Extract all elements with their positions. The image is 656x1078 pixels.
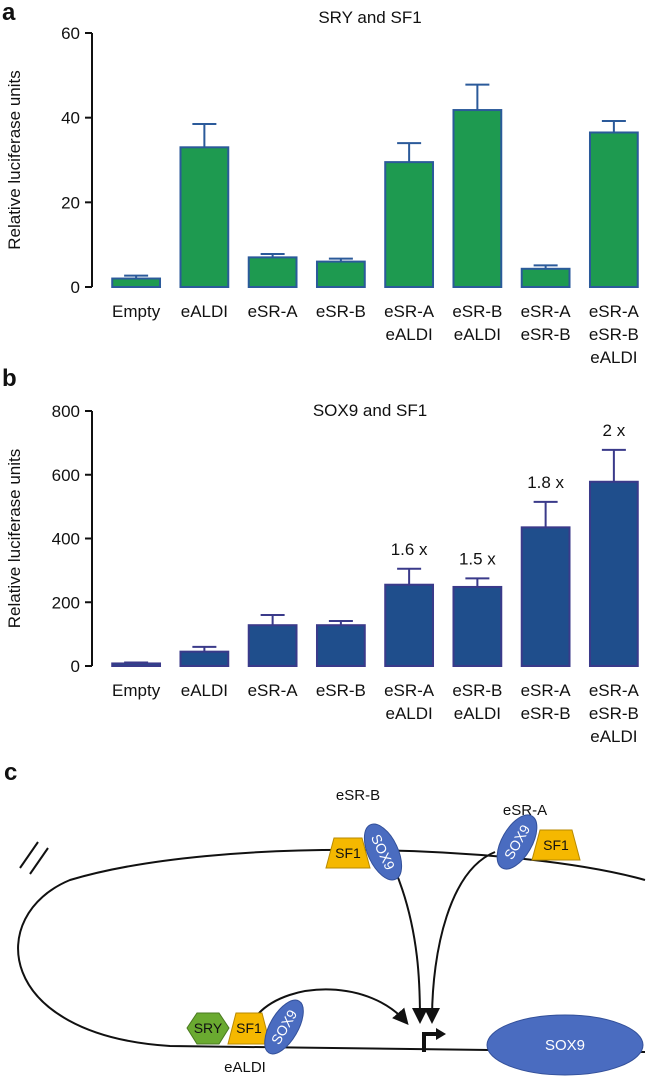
x-tick-label: Empty xyxy=(112,681,161,700)
sry xyxy=(186,1012,230,1045)
bar xyxy=(247,256,298,289)
region-label: eSR-B xyxy=(336,787,380,804)
x-tick-label: eSR-A eSR-B xyxy=(521,302,572,344)
bar xyxy=(588,131,639,288)
arrow xyxy=(394,869,428,1024)
x-tick-label: eSR-B xyxy=(316,681,366,700)
panel-label: b xyxy=(2,365,17,392)
bar xyxy=(452,585,503,668)
gene xyxy=(486,1014,644,1076)
y-tick-label: 0 xyxy=(71,278,80,297)
x-tick-label: eSR-A eALDI xyxy=(384,681,435,723)
sf1 xyxy=(325,837,371,869)
sf1-label: SF1 xyxy=(543,837,569,853)
sox9 xyxy=(363,823,403,881)
y-axis-label: Relative luciferase units xyxy=(5,449,24,629)
x-tick-label: eSR-B xyxy=(316,302,366,321)
y-tick-label: 0 xyxy=(71,657,80,676)
x-tick-label: eALDI xyxy=(181,681,228,700)
x-tick-label: eALDI xyxy=(181,302,228,321)
y-tick-label: 600 xyxy=(52,466,80,485)
x-tick-label: eSR-B eALDI xyxy=(452,302,502,344)
bar xyxy=(520,526,571,667)
bar xyxy=(384,583,435,667)
chart-title: SOX9 and SF1 xyxy=(313,401,427,420)
annotation: 1.5 x xyxy=(459,549,496,568)
x-tick-label: eSR-A xyxy=(248,302,299,321)
diagram: c SOX9 eSR-B SF1 SOX9 eSR-A SF1 SOX9 SRY… xyxy=(4,759,646,1076)
y-axis-label: Relative luciferase units xyxy=(5,70,24,250)
sry-label: SRY xyxy=(194,1020,223,1036)
promoter-head xyxy=(436,1028,446,1040)
annotation: 1.6 x xyxy=(391,540,428,559)
bar xyxy=(315,624,366,668)
bar xyxy=(520,267,571,288)
x-tick-label: Empty xyxy=(112,302,161,321)
sf1-label: SF1 xyxy=(236,1020,262,1036)
sox9 xyxy=(264,999,304,1055)
y-tick-label: 200 xyxy=(52,593,80,612)
y-tick-label: 20 xyxy=(61,193,80,212)
promoter xyxy=(422,1032,440,1052)
region-label: eSR-A xyxy=(503,802,547,819)
bar xyxy=(179,146,230,288)
sf1-label: SF1 xyxy=(335,845,361,861)
bar xyxy=(111,277,162,288)
break-mark xyxy=(29,847,49,875)
annotation: 2 x xyxy=(603,421,626,440)
x-tick-label: eSR-A eSR-B eALDI xyxy=(589,681,640,746)
x-tick-label: eSR-A eALDI xyxy=(384,302,435,344)
y-tick-label: 60 xyxy=(61,24,80,43)
bar xyxy=(452,109,503,289)
arrow xyxy=(257,988,409,1026)
chart-title: SRY and SF1 xyxy=(318,8,421,27)
region-label: eALDI xyxy=(224,1059,266,1076)
panel-label: a xyxy=(2,0,16,26)
sf1 xyxy=(531,829,581,861)
x-tick-label: eSR-A eSR-B eALDI xyxy=(589,302,640,367)
x-tick-label: eSR-B eALDI xyxy=(452,681,502,723)
y-tick-label: 800 xyxy=(52,402,80,421)
bar xyxy=(111,662,162,668)
bar xyxy=(315,260,366,289)
gene-label: SOX9 xyxy=(545,1037,585,1054)
y-tick-label: 40 xyxy=(61,109,80,128)
panel-label: c xyxy=(4,759,17,786)
break-mark xyxy=(19,841,39,869)
sox9 xyxy=(496,814,538,870)
bar xyxy=(384,161,435,288)
annotation: 1.8 x xyxy=(527,473,564,492)
x-tick-label: eSR-A xyxy=(248,681,299,700)
y-tick-label: 400 xyxy=(52,530,80,549)
bar xyxy=(588,480,639,668)
bar xyxy=(179,650,230,667)
arrow xyxy=(424,851,496,1024)
bar xyxy=(247,624,298,668)
x-tick-label: eSR-A eSR-B xyxy=(521,681,572,723)
